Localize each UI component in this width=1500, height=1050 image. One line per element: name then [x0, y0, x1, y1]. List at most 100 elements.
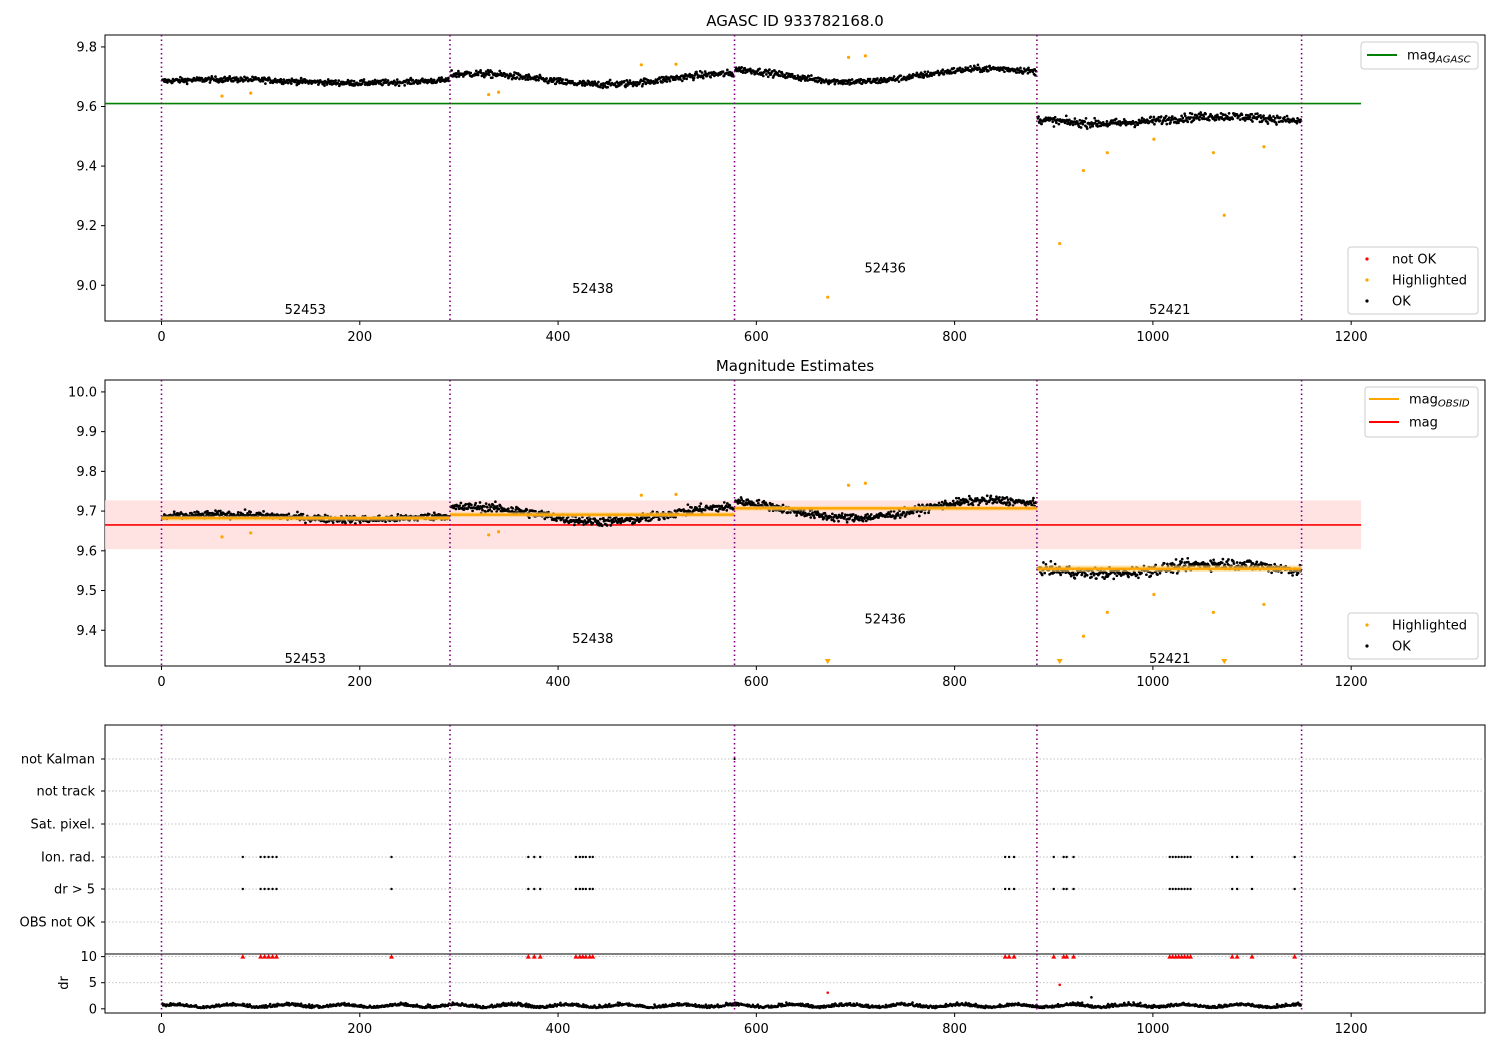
mag-estimates-ok-point: [273, 513, 276, 517]
mag-estimates-x-tick-label: 800: [942, 675, 967, 690]
ion-rad-flag-marker: [1180, 855, 1183, 859]
mag-agasc-ok-point: [1177, 121, 1180, 125]
mag-estimates-ok-point: [474, 501, 478, 505]
dr-flag-marker: [1293, 887, 1296, 891]
mag-estimates-y-tick-label: 9.9: [76, 425, 97, 440]
mag-estimates-legend-label: mag: [1409, 416, 1438, 431]
mag-estimates-ok-point: [921, 503, 924, 507]
mag-estimates-ok-point: [686, 503, 690, 507]
ion-rad-flag-marker: [581, 855, 585, 859]
mag-estimates-ok-point: [494, 500, 497, 504]
flags-row-label: OBS not OK: [20, 916, 96, 931]
mag-estimates-ok-point: [1127, 575, 1130, 579]
mag-estimates-ok-point: [478, 501, 482, 504]
mag-agasc-ok-point: [807, 74, 811, 78]
mag-agasc-ok-point: [499, 71, 503, 75]
mag-agasc-ok-point: [682, 77, 686, 80]
mag-estimates-ok-point: [270, 512, 274, 515]
mag-estimates-ok-point: [469, 503, 473, 507]
mag-agasc-x-tick-label: 1200: [1335, 330, 1368, 345]
mag-estimates-ok-point: [1273, 562, 1277, 566]
mag-estimates-ok-point: [471, 509, 474, 513]
mag-estimates-ok-point: [848, 517, 851, 520]
mag-agasc-ok-point: [1091, 124, 1095, 128]
mag-agasc-ok-point: [923, 70, 927, 74]
mag-estimates-legend-marker: [1365, 644, 1369, 648]
dr-flag-marker: [527, 887, 530, 891]
mag-agasc-y-tick-label: 9.4: [76, 160, 97, 175]
mag-agasc-legend-label: Highlighted: [1392, 274, 1467, 289]
mag-estimates-ok-point: [1040, 573, 1044, 577]
ion-rad-flag-marker: [1012, 855, 1016, 859]
mag-estimates-ok-point: [216, 512, 220, 516]
not-kalman-flag-marker: [733, 757, 736, 761]
mag-agasc-ok-point: [740, 65, 744, 69]
mag-agasc-ok-point: [810, 74, 813, 77]
dr-flag-marker: [1230, 887, 1234, 891]
mag-estimates-ok-point: [917, 514, 921, 518]
mag-estimates-ok-point: [497, 507, 501, 511]
dr-x-tick-label: 1200: [1335, 1022, 1368, 1037]
mag-agasc-ok-point: [214, 75, 217, 78]
mag-estimates-ok-point: [1073, 577, 1077, 580]
mag-agasc-ok-point: [545, 77, 548, 80]
mag-estimates-x-tick-label: 0: [157, 675, 165, 690]
mag-agasc-ok-point: [1027, 66, 1030, 70]
mag-estimates-ok-point: [598, 517, 602, 521]
mag-estimates-ok-point: [710, 508, 714, 511]
dr-x-tick-label: 0: [157, 1022, 165, 1037]
mag-agasc-ok-point: [905, 78, 908, 82]
mag-agasc-ok-point: [1198, 118, 1201, 122]
mag-agasc-ok-point: [987, 69, 990, 73]
mag-estimates-ok-point: [1186, 556, 1190, 560]
mag-agasc-ok-point: [1105, 120, 1109, 123]
mag-agasc-ok-point: [668, 79, 672, 83]
mag-agasc-ok-point: [1149, 115, 1153, 119]
mag-agasc-ok-point: [1283, 115, 1286, 119]
mag-agasc-ok-point: [679, 78, 682, 81]
dr-flag-marker: [578, 887, 582, 891]
mag-agasc-highlighted-point: [674, 62, 678, 66]
mag-agasc-ok-point: [966, 66, 970, 70]
mag-estimates-ok-point: [1255, 560, 1259, 564]
mag-agasc-x-tick-label: 600: [744, 330, 769, 345]
mag-agasc-ok-point: [1197, 112, 1201, 116]
mag-agasc-legend-top: [1360, 41, 1479, 70]
mag-agasc-ok-point: [421, 77, 424, 81]
dr-flag-marker: [1168, 887, 1171, 891]
mag-estimates-highlighted-point: [1262, 602, 1266, 607]
dr-flag-marker: [241, 887, 245, 891]
mag-estimates-ok-point: [861, 519, 865, 523]
mag-agasc-ok-point: [1093, 116, 1096, 120]
mag-estimates-ok-point: [1005, 495, 1009, 499]
mag-agasc-highlighted-point: [1222, 213, 1226, 217]
mag-agasc-ok-point: [476, 73, 480, 77]
mag-agasc-highlighted-point: [863, 54, 867, 58]
mag-estimates-ok-point: [458, 504, 461, 508]
mag-agasc-ok-point: [1169, 121, 1172, 124]
mag-estimates-ok-point: [823, 511, 827, 515]
mag-estimates-x-tick-label: 400: [546, 675, 571, 690]
mag-estimates-marks: 0 200 400 600 800 1000 12009.49.59.69.79.89.91…: [68, 379, 1486, 690]
mag-estimates-ok-point: [757, 498, 761, 502]
mag-agasc-ok-point: [386, 79, 390, 82]
mag-estimates-ok-point: [214, 509, 217, 512]
mag-estimates-ok-point: [1220, 561, 1224, 565]
dr-flag-marker: [1186, 887, 1189, 891]
mag-agasc-x-tick-label: 0: [157, 330, 165, 345]
mag-agasc-ok-point: [1238, 118, 1242, 121]
mag-agasc-ok-point: [598, 85, 602, 89]
ion-rad-flag-marker: [1250, 855, 1254, 859]
mag-agasc-ok-point: [264, 82, 267, 86]
mag-agasc-ok-point: [1019, 66, 1022, 70]
dr-flag-marker: [1250, 887, 1254, 891]
dr-flag-marker: [267, 887, 270, 891]
mag-estimates-ok-point: [725, 508, 729, 512]
mag-estimates-ok-point: [525, 508, 529, 512]
mag-estimates-ok-point: [1089, 572, 1093, 576]
mag-estimates-ok-point: [331, 521, 335, 524]
mag-agasc-ok-point: [179, 75, 182, 79]
mag-estimates-ok-point: [673, 509, 677, 513]
mag-estimates-ok-point: [1145, 573, 1148, 577]
mag-estimates-ok-point: [1149, 574, 1153, 578]
